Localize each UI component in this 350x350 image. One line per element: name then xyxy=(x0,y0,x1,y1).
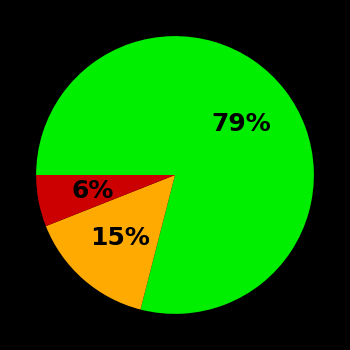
Wedge shape xyxy=(36,175,175,226)
Wedge shape xyxy=(46,175,175,309)
Text: 6%: 6% xyxy=(72,178,114,203)
Text: 79%: 79% xyxy=(211,112,271,136)
Text: 15%: 15% xyxy=(90,225,150,250)
Wedge shape xyxy=(36,36,314,314)
